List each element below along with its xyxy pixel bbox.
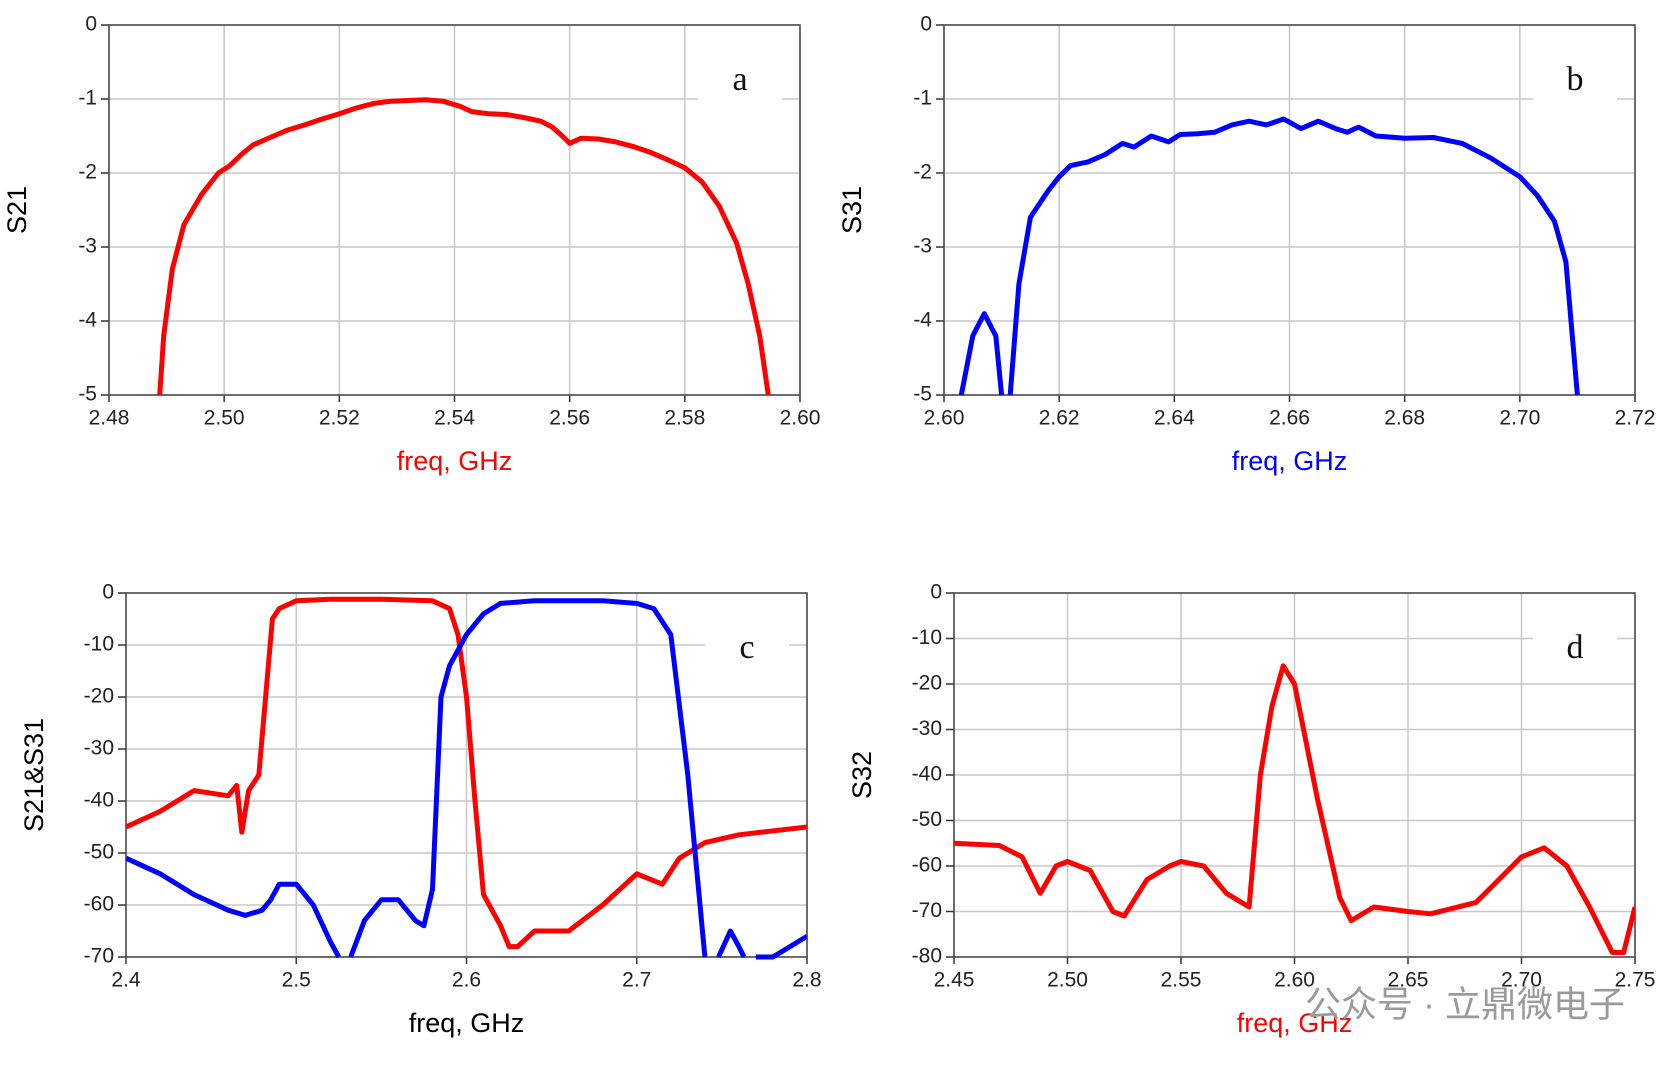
y-tick-label: -30 — [912, 717, 942, 740]
x-axis-label: freq, GHz — [1237, 1008, 1353, 1038]
y-tick-label: -10 — [84, 633, 114, 656]
y-tick-label: -50 — [84, 841, 114, 864]
y-tick-label: -4 — [78, 309, 97, 332]
x-tick-label: 2.50 — [204, 407, 245, 430]
y-tick-label: 0 — [102, 581, 114, 604]
x-tick-label: 2.8 — [792, 969, 821, 992]
x-tick-label: 2.62 — [1039, 407, 1080, 430]
x-tick-label: 2.75 — [1615, 969, 1656, 992]
y-tick-label: -3 — [78, 235, 97, 258]
plot-frame — [943, 24, 1636, 396]
x-tick-label: 2.72 — [1615, 407, 1656, 430]
y-tick-label: -5 — [78, 383, 97, 406]
y-tick-label: -1 — [78, 87, 97, 110]
y-axis-label: S32 — [847, 751, 877, 799]
y-axis-label: S21&S31 — [19, 718, 49, 832]
x-tick-label: 2.56 — [549, 407, 590, 430]
annotation: c — [739, 629, 754, 666]
x-tick-label: 2.70 — [1501, 969, 1542, 992]
y-tick-label: -2 — [913, 161, 932, 184]
x-tick-label: 2.52 — [319, 407, 360, 430]
x-tick-label: 2.58 — [664, 407, 705, 430]
annotation-box — [705, 622, 789, 678]
panel: 2.45 2.50 2.55 2.60 2.65 2.70 2.75 0 -10 -20 -30 -4… — [847, 581, 1655, 1039]
x-tick-label: 2.60 — [1274, 969, 1315, 992]
annotation-box — [1533, 622, 1617, 678]
x-tick-label: 2.64 — [1154, 407, 1195, 430]
y-tick-label: -1 — [913, 87, 932, 110]
y-tick-label: -40 — [84, 789, 114, 812]
y-tick-label: -30 — [84, 737, 114, 760]
y-tick-label: -20 — [84, 685, 114, 708]
y-tick-label: -60 — [84, 893, 114, 916]
x-tick-label: 2.5 — [282, 969, 311, 992]
x-tick-label: 2.70 — [1499, 407, 1540, 430]
x-tick-label: 2.45 — [934, 969, 975, 992]
y-tick-label: 0 — [85, 13, 97, 36]
panel: 2.48 2.50 2.52 2.54 2.56 2.58 2.60 0 -1 -2 -3 -4 -5 a… — [2, 13, 820, 477]
y-axis-label: S21 — [2, 186, 32, 234]
x-axis-label: freq, GHz — [409, 1008, 525, 1038]
x-tick-label: 2.4 — [111, 969, 141, 992]
y-tick-label: -4 — [913, 309, 932, 332]
series-line — [954, 663, 1635, 955]
x-tick-label: 2.7 — [622, 969, 651, 992]
x-tick-label: 2.60 — [924, 407, 965, 430]
x-tick-label: 2.65 — [1388, 969, 1429, 992]
annotation-box — [698, 54, 782, 110]
annotation: d — [1567, 629, 1584, 666]
plot-frame — [953, 592, 1636, 958]
y-tick-label: 0 — [920, 13, 932, 36]
plot-frame — [125, 592, 808, 958]
series-line — [126, 598, 807, 960]
panel: 2.60 2.62 2.64 2.66 2.68 2.70 2.72 0 -1 -2 -3 -4 -5 b… — [837, 13, 1655, 477]
watermark: 公众号 · 立鼎微电子 — [1305, 984, 1625, 1025]
panel: 2.4 2.5 2.6 2.7 2.8 0 -10 -20 -30 -40 -50 -60 -70 c fr… — [19, 581, 821, 1039]
x-tick-label: 2.50 — [1047, 969, 1088, 992]
y-tick-label: -2 — [78, 161, 97, 184]
x-tick-label: 2.54 — [434, 407, 475, 430]
x-axis-label: freq, GHz — [1232, 446, 1348, 476]
y-axis-label: S31 — [837, 186, 867, 234]
x-axis-label: freq, GHz — [397, 446, 513, 476]
series-line — [958, 116, 1580, 396]
y-tick-label: -50 — [912, 808, 942, 831]
x-tick-label: 2.6 — [452, 969, 481, 992]
y-tick-label: -10 — [912, 626, 942, 649]
x-tick-label: 2.60 — [780, 407, 821, 430]
series-line — [126, 596, 807, 950]
y-tick-label: 0 — [930, 581, 942, 604]
y-tick-label: -20 — [912, 672, 942, 695]
plot-frame — [108, 24, 801, 396]
y-tick-label: -60 — [912, 854, 942, 877]
y-tick-label: -40 — [912, 763, 942, 786]
annotation-box — [1533, 54, 1617, 110]
y-tick-label: -70 — [84, 945, 114, 968]
x-tick-label: 2.66 — [1269, 407, 1310, 430]
annotation: a — [732, 61, 747, 98]
x-tick-label: 2.55 — [1161, 969, 1202, 992]
annotation: b — [1567, 61, 1584, 98]
y-tick-label: -80 — [912, 945, 942, 968]
x-tick-label: 2.68 — [1384, 407, 1425, 430]
x-tick-label: 2.48 — [89, 407, 130, 430]
y-tick-label: -70 — [912, 899, 942, 922]
y-tick-label: -3 — [913, 235, 932, 258]
series-line — [157, 97, 771, 396]
y-tick-label: -5 — [913, 383, 932, 406]
